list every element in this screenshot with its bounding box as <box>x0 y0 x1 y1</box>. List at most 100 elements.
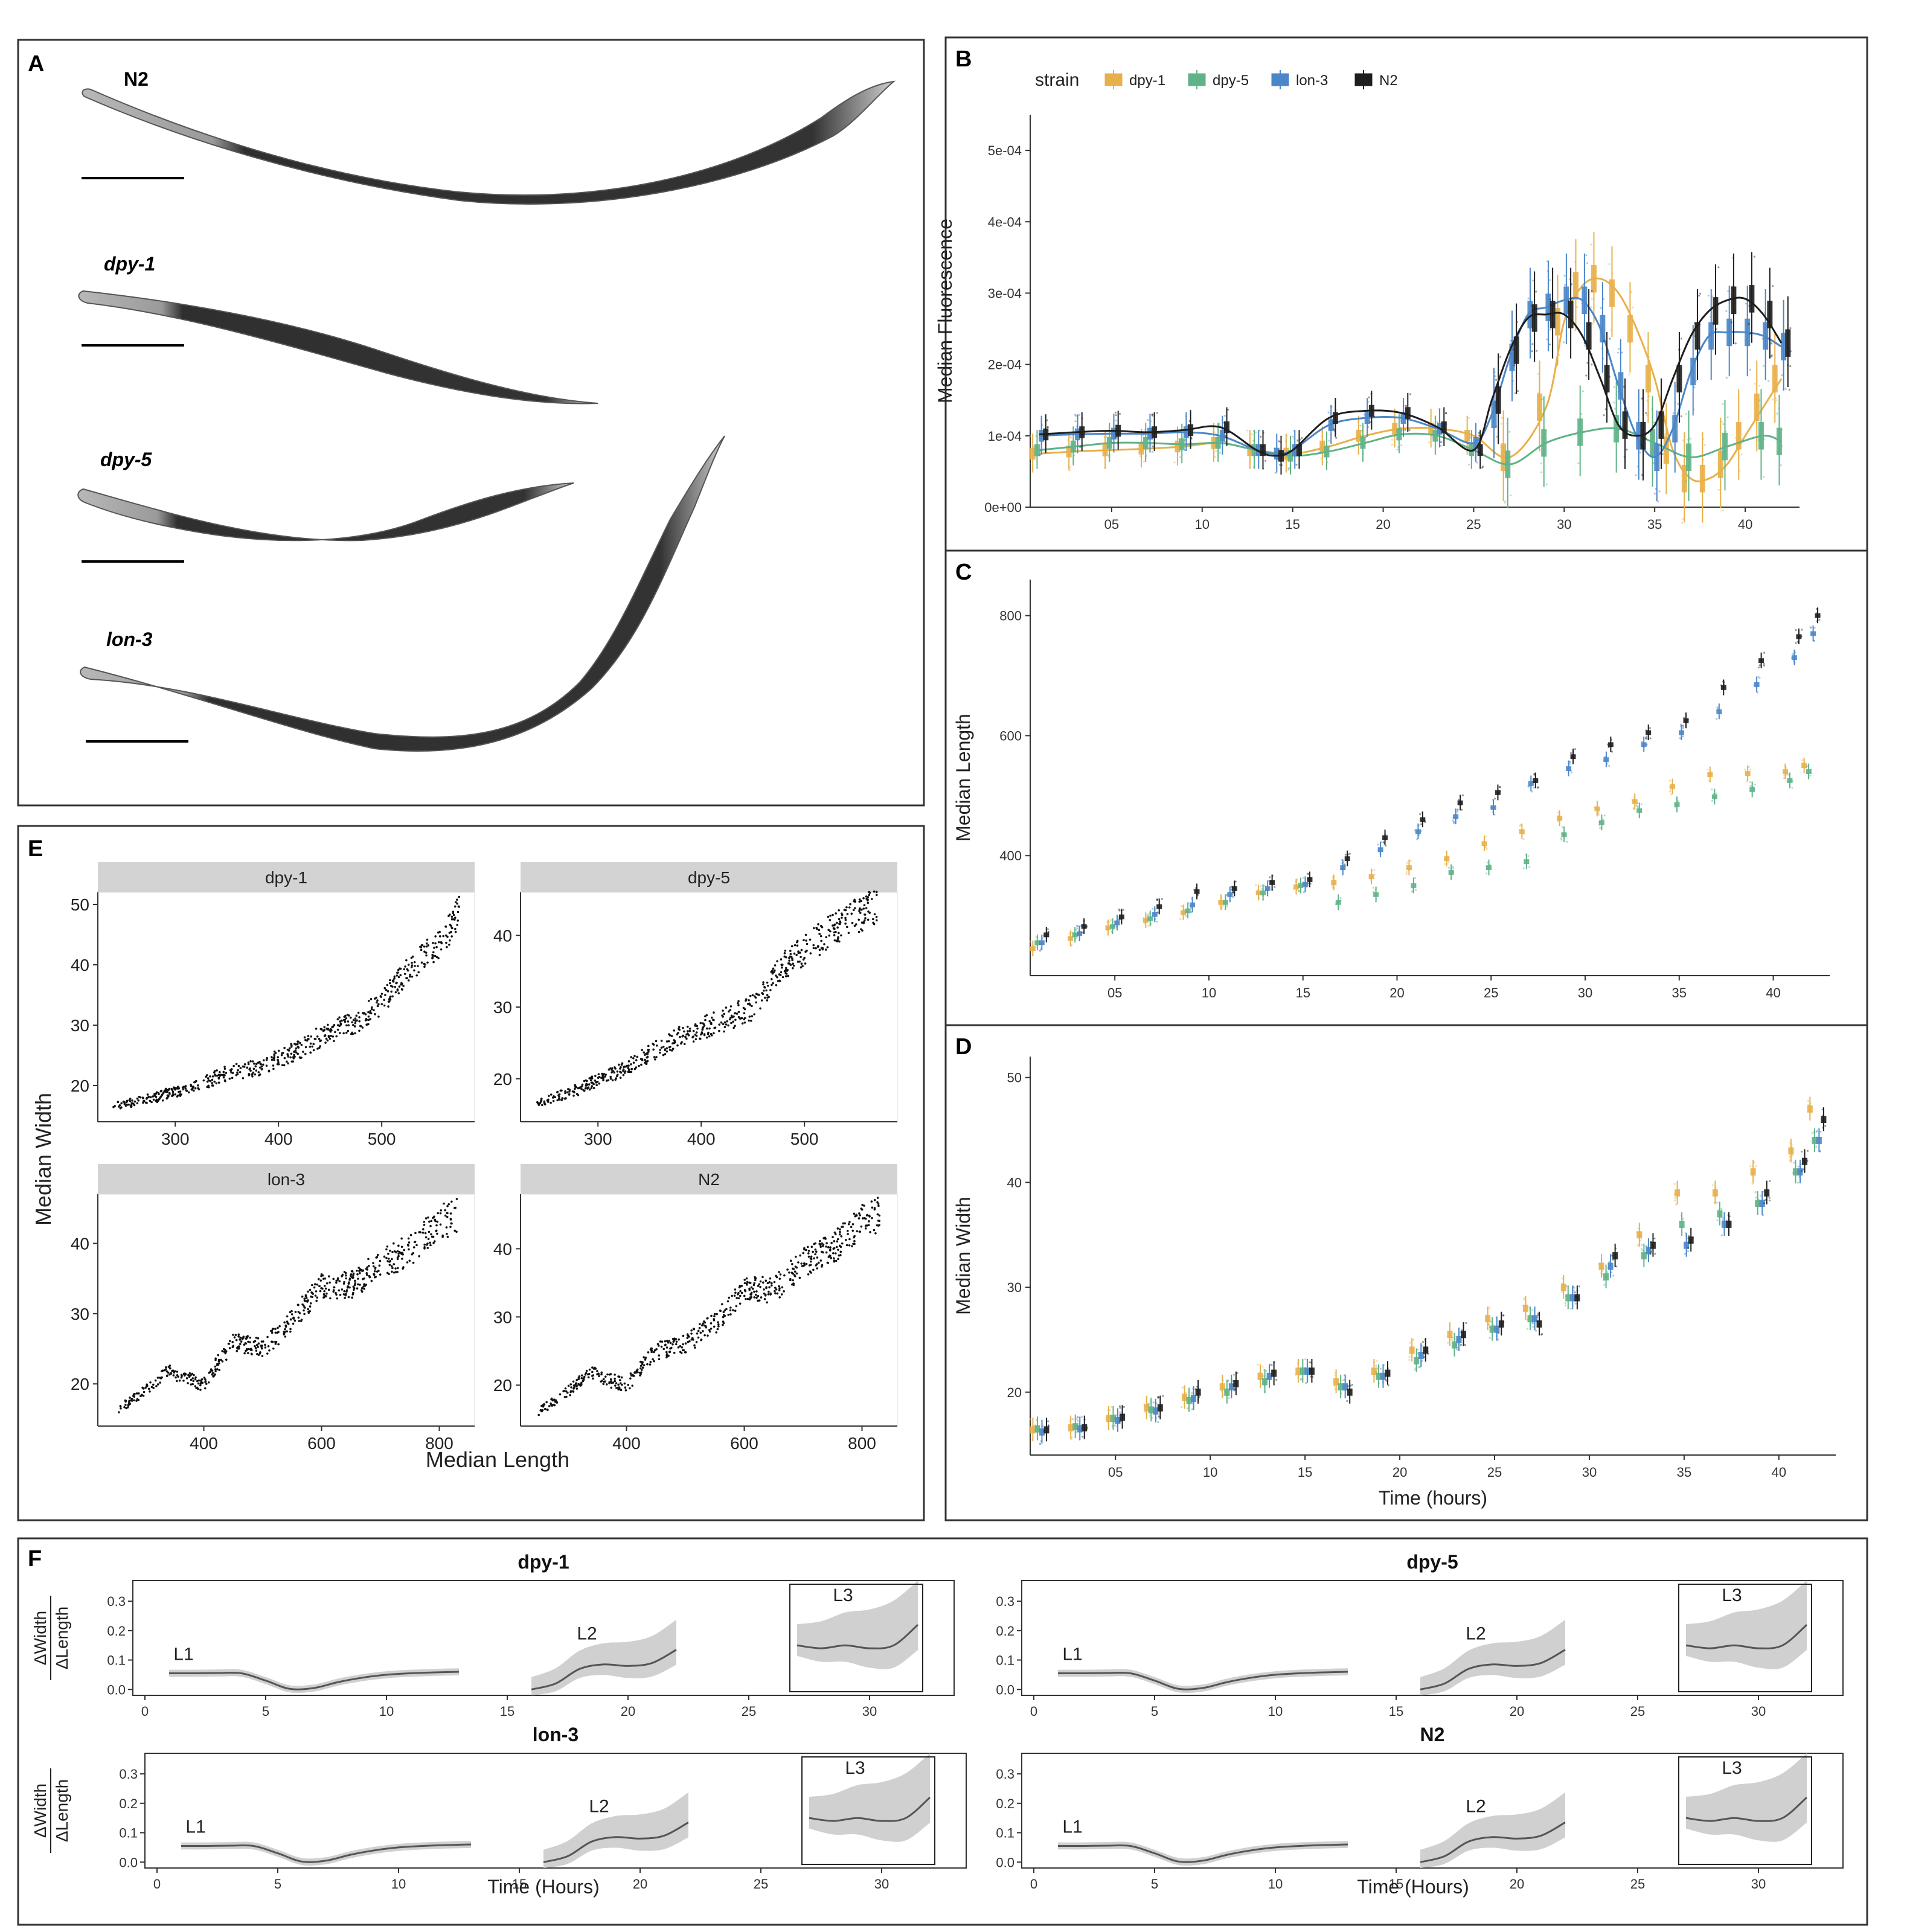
scatter-point <box>548 1095 550 1097</box>
chartB-jitter-point <box>1754 382 1756 385</box>
scatter-point <box>193 1089 195 1092</box>
scatter-point <box>574 1087 576 1090</box>
chartC-jitter-point <box>1795 642 1797 644</box>
chartD-jitter-point <box>1601 1270 1604 1273</box>
panel-e-frame <box>17 825 925 1521</box>
scatter-point <box>851 1223 854 1226</box>
facet-x-tick-label: 400 <box>190 1434 218 1453</box>
chartC-jitter-point <box>1668 790 1671 793</box>
scatter-point <box>748 1002 751 1005</box>
scatter-point <box>595 1084 598 1087</box>
scatter-point <box>136 1398 139 1401</box>
scatter-point <box>210 1368 213 1371</box>
scatter-point <box>577 1383 580 1386</box>
chartB-jitter-point <box>1632 306 1634 309</box>
scatter-point <box>129 1396 131 1399</box>
scatter-point <box>691 1036 694 1038</box>
chartC-jitter-point <box>1156 898 1159 901</box>
chartC-box <box>1043 932 1050 938</box>
ratio-stage-label-L3: L3 <box>1722 1585 1742 1605</box>
chartD-jitter-point <box>1181 1406 1183 1409</box>
chartC-jitter-point <box>1306 872 1309 875</box>
scatter-point <box>776 976 778 979</box>
scatter-point <box>829 914 832 917</box>
scatter-point <box>787 974 789 977</box>
scatter-point <box>814 1248 817 1251</box>
scatter-point <box>420 961 423 964</box>
scatter-point <box>718 1023 720 1026</box>
chartC-jitter-point <box>1303 891 1305 894</box>
chartD-jitter-point <box>1749 1165 1752 1168</box>
scatter-point <box>371 1006 373 1009</box>
scatter-point <box>687 1032 689 1035</box>
scatter-point <box>309 1305 312 1308</box>
scatter-point <box>357 1011 360 1014</box>
scatter-point <box>653 1056 656 1058</box>
scatter-point <box>543 1103 546 1105</box>
chartD-jitter-point <box>1047 1424 1050 1427</box>
chartC-jitter-point <box>1649 727 1651 729</box>
scatter-point <box>873 890 876 893</box>
chartD-jitter-point <box>1227 1379 1229 1381</box>
scatter-point <box>758 994 760 996</box>
scatter-point <box>303 1309 305 1312</box>
scatter-point <box>654 1058 656 1061</box>
scatter-point <box>405 977 408 979</box>
chartC-box <box>1255 890 1261 895</box>
chartB-box <box>1247 444 1253 456</box>
chartB-jitter-point <box>1184 449 1186 452</box>
chartD-jitter-point <box>1755 1196 1757 1199</box>
scatter-point <box>798 1276 801 1279</box>
chartC-box <box>1683 718 1689 723</box>
facet-y-tick-label: 30 <box>493 998 512 1017</box>
chartD-jitter-point <box>1333 1384 1336 1387</box>
scatter-point <box>594 1080 597 1082</box>
scatter-point <box>873 1198 876 1201</box>
chartB-box <box>1550 301 1556 328</box>
scatter-point <box>396 971 399 974</box>
chartB-box <box>1405 407 1411 419</box>
scatter-point <box>277 1331 280 1334</box>
worm-label-dpy-5: dpy-5 <box>100 449 153 470</box>
scatter-point <box>816 1267 818 1270</box>
scatter-point <box>833 934 836 936</box>
scatter-point <box>800 966 803 969</box>
scatter-point <box>290 1313 293 1316</box>
scatter-point <box>129 1100 132 1102</box>
scatter-point <box>233 1336 236 1339</box>
chartD-box <box>1489 1325 1495 1333</box>
scatter-point <box>438 930 441 933</box>
chartC-jitter-point <box>1636 802 1639 805</box>
scatter-point <box>739 1294 742 1297</box>
chartC-jitter-point <box>1180 905 1182 907</box>
scatter-point <box>332 1278 335 1281</box>
chartD-jitter-point <box>1490 1320 1492 1323</box>
chartC-jitter-point <box>1818 619 1821 621</box>
scatter-point <box>387 1000 390 1003</box>
scatter-point <box>746 1281 749 1284</box>
scatter-point <box>268 1349 271 1352</box>
chartB-jitter-point <box>1436 421 1438 423</box>
chartD-box <box>1498 1320 1504 1328</box>
chartB-box <box>1541 429 1547 457</box>
scatter-point <box>641 1366 644 1369</box>
chartC-box <box>1607 742 1614 747</box>
scatter-point <box>309 1051 312 1054</box>
chartC-jitter-point <box>1452 868 1454 870</box>
scatter-point <box>318 1285 321 1287</box>
scatter-point <box>749 1282 752 1284</box>
ratio-x-tick-label: 0 <box>1030 1704 1037 1719</box>
chartC-jitter-point <box>1414 889 1417 891</box>
chartC-jitter-point <box>1602 818 1604 820</box>
scatter-point <box>878 1224 880 1226</box>
scatter-point <box>675 1343 678 1346</box>
ratio-stage-label-L3: L3 <box>845 1758 865 1778</box>
chartB-jitter-point <box>1621 351 1623 354</box>
scatter-point <box>171 1089 174 1092</box>
scatter-point <box>212 1375 214 1378</box>
scatter-point <box>749 994 752 997</box>
scatter-point <box>375 996 377 999</box>
chartC-box <box>1796 634 1802 639</box>
scatter-point <box>585 1372 588 1375</box>
scatter-point <box>618 1063 620 1066</box>
